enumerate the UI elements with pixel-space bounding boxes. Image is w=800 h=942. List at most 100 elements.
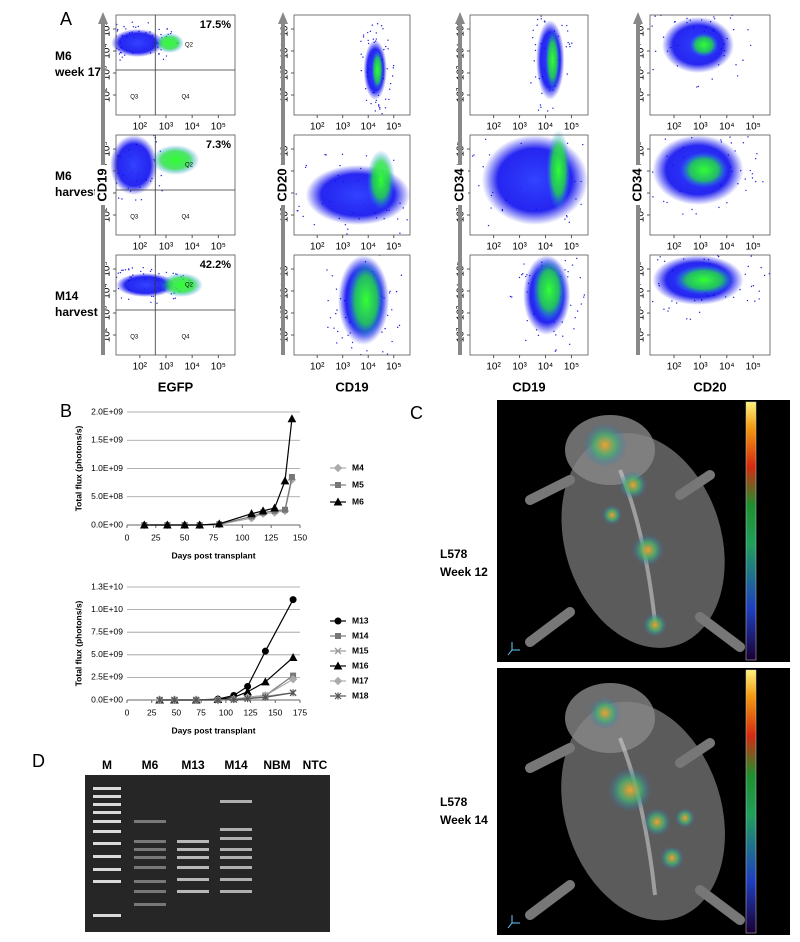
y-tick-label: 10³ <box>636 305 647 320</box>
signal <box>632 534 664 566</box>
event-dot <box>763 274 766 277</box>
ladder-band <box>93 914 121 917</box>
sample-band <box>220 866 252 869</box>
colorbar-tick: 3.0 <box>762 696 771 702</box>
event-dot <box>654 50 657 53</box>
legend-marker <box>333 463 343 473</box>
event-dot <box>671 300 673 302</box>
plot-frame <box>649 14 771 116</box>
orientation <box>507 915 520 929</box>
legend-label: M4 <box>352 462 364 472</box>
x-tick-label: 10³ <box>512 362 527 373</box>
axis-title-bg <box>95 165 111 205</box>
marker <box>289 596 297 604</box>
event-dot <box>399 232 401 234</box>
marker <box>230 696 238 704</box>
event-dot <box>304 166 307 169</box>
plot-frame <box>649 254 771 356</box>
gate-percent: 7.3% <box>206 139 231 151</box>
event-dot <box>364 87 367 90</box>
gate-percent: 17.5% <box>200 19 231 31</box>
event-dot <box>717 255 720 258</box>
event-dot <box>397 218 399 220</box>
event-dot <box>663 200 665 203</box>
plot-frame <box>469 254 589 356</box>
event-dot <box>698 311 701 314</box>
density <box>481 135 588 225</box>
event-dot <box>546 110 549 112</box>
x-tick-label: 10² <box>667 362 682 373</box>
density <box>111 29 164 57</box>
lane-label: M6 <box>142 758 159 772</box>
event-dot <box>576 310 579 312</box>
event-dot <box>521 274 523 276</box>
y-tick-label: 10⁵ <box>636 261 647 276</box>
quadrant-label: Q4 <box>181 215 190 221</box>
signal <box>643 613 667 637</box>
sample-band <box>220 856 252 859</box>
x-tick-label: 10³ <box>693 242 708 253</box>
event-dot <box>747 136 749 138</box>
x-tick-label: 10² <box>310 362 325 373</box>
event-dot <box>566 24 568 27</box>
legend-label: M14 <box>352 630 369 640</box>
event-dot <box>302 215 304 218</box>
marker <box>163 520 172 529</box>
event-dot <box>566 216 568 218</box>
y-tick-label: 10⁵ <box>102 141 113 156</box>
marker <box>244 695 252 703</box>
y-tick-label: 2.5E+09 <box>91 672 123 682</box>
gate-percent: 42.2% <box>200 259 231 271</box>
event-dot <box>729 136 731 138</box>
x-tick-label: 100 <box>235 532 249 542</box>
event-dot <box>375 38 378 40</box>
event-dot <box>695 213 697 215</box>
event-dot <box>518 276 521 279</box>
x-axis-title: CD19 <box>512 379 545 394</box>
series-line <box>159 599 294 701</box>
legend-marker <box>334 617 342 625</box>
event-dot <box>668 307 670 309</box>
series-line <box>144 479 293 526</box>
event-dot <box>125 28 127 30</box>
gel <box>85 775 330 932</box>
event-dot <box>370 102 372 105</box>
event-dot <box>297 210 299 212</box>
event-dot <box>391 75 394 77</box>
plot-frame <box>115 14 236 116</box>
legend-label: M17 <box>352 675 369 685</box>
quadrant-label: Q2 <box>185 163 194 169</box>
event-dot <box>583 294 586 296</box>
event-dot <box>400 274 403 276</box>
x-tick-label: 10² <box>486 122 501 133</box>
x-tick-label: 10⁵ <box>386 122 401 133</box>
density <box>545 30 560 90</box>
y-tick-label: 10⁴ <box>280 283 291 298</box>
x-tick-label: 10⁴ <box>361 242 376 253</box>
colorbar-tick: 0.2 <box>762 604 771 610</box>
marker <box>258 506 268 515</box>
mouse-limb <box>525 470 745 652</box>
event-dot <box>160 174 162 177</box>
legend-marker <box>333 676 343 686</box>
event-dot <box>760 266 762 269</box>
legend-label: M18 <box>352 690 369 700</box>
event-dot <box>360 69 363 72</box>
event-dot <box>711 78 713 80</box>
legend-label: M13 <box>352 615 369 625</box>
event-dot <box>158 28 160 31</box>
sample-band <box>134 890 166 893</box>
y-tick-label: 1.5E+09 <box>91 435 123 445</box>
x-tick-label: 50 <box>180 532 190 542</box>
event-dot <box>324 153 326 156</box>
sample-band <box>134 903 166 906</box>
sample-band <box>177 840 209 843</box>
event-dot <box>536 18 539 21</box>
event-dot <box>487 224 490 227</box>
row-label: M14 <box>55 289 79 303</box>
event-dot <box>158 185 161 187</box>
event-dot <box>386 353 389 355</box>
event-dot <box>150 301 152 304</box>
event-dot <box>381 113 383 115</box>
event-dot <box>664 138 667 140</box>
